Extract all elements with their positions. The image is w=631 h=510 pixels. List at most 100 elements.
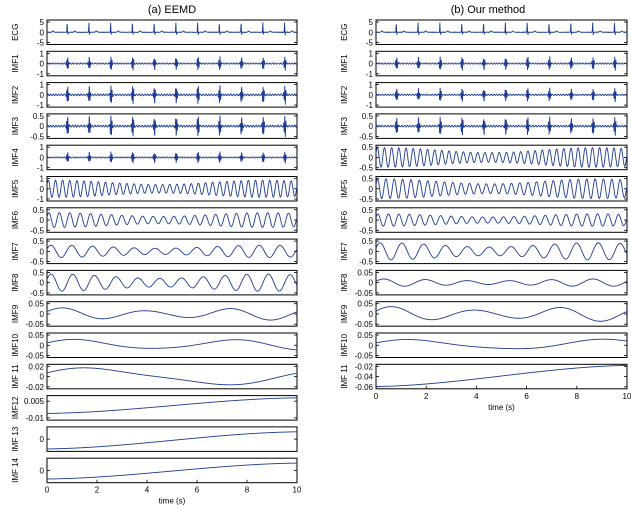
y-tick-label: 0 xyxy=(369,153,374,162)
y-tick-label: 0.05 xyxy=(28,300,44,309)
y-axis-label: IMF2 xyxy=(11,85,20,104)
series-line xyxy=(46,273,298,292)
y-tick-label: -0.02 xyxy=(26,383,45,392)
series-line xyxy=(375,213,628,227)
subplot-ecg: 50 -5 ECG xyxy=(11,18,298,48)
subplot-imf10: 0.050 -0.05 IMF10 xyxy=(340,331,628,361)
subplot-imf-14: 0 IMF 14 xyxy=(11,457,298,484)
x-axis: 0 2 4 6 8 10 time (s) xyxy=(374,385,631,412)
y-tick-label: -0.5 xyxy=(359,132,373,141)
x-tick-label: 10 xyxy=(623,392,631,401)
x-axis: 0 2 4 6 8 10 time (s) xyxy=(45,479,302,506)
y-tick-label: 0 xyxy=(369,60,374,69)
y-tick-label: 0.5 xyxy=(33,237,45,246)
y-axis-label: IMF5 xyxy=(340,179,349,198)
y-tick-label: 1 xyxy=(369,81,374,90)
subplot-imf5: 10-1 IMF5 xyxy=(11,175,298,204)
y-tick-label: 0 xyxy=(369,247,374,256)
y-axis-label: IMF2 xyxy=(340,85,349,104)
subplot-frame xyxy=(375,301,628,327)
y-axis-label: IMF4 xyxy=(11,148,20,167)
y-tick-label: -0.5 xyxy=(30,132,44,141)
x-tick-label: 4 xyxy=(474,392,479,401)
series-line xyxy=(47,462,297,480)
x-tick-label: 4 xyxy=(145,486,150,495)
x-tick-label: 6 xyxy=(195,486,200,495)
subplot-frame xyxy=(46,269,298,296)
y-axis-label: IMF1 xyxy=(340,54,349,73)
x-axis-label: time (s) xyxy=(488,403,515,412)
y-axis-label: IMF7 xyxy=(340,242,349,261)
subplot-frame xyxy=(375,176,628,202)
y-tick-label: -0.5 xyxy=(359,226,373,235)
subplot-frame xyxy=(46,332,298,358)
subplot-imf3: 0.50-0.5 IMF3 xyxy=(11,112,298,141)
y-tick-label: 0.05 xyxy=(28,331,44,340)
y-tick-label: 0.5 xyxy=(362,206,374,215)
plot-column-1: 50-5ECG10-1IMF110-1IMF20.50-0.5IMF30.50-… xyxy=(340,18,631,412)
y-tick-label: 0.05 xyxy=(357,300,373,309)
subplot-imf9: 0.050-0.05 IMF9 xyxy=(11,300,298,329)
series-line xyxy=(46,179,298,198)
subplot-imf1: 1 0-1 IMF1 xyxy=(11,49,298,79)
y-tick-label: 0 xyxy=(369,28,374,37)
y-tick-label: -0.05 xyxy=(355,352,374,361)
y-tick-label: 0 xyxy=(40,466,45,475)
y-tick-label: -5 xyxy=(366,39,374,48)
y-tick-label: 1 xyxy=(369,49,374,58)
x-tick-label: 2 xyxy=(95,486,100,495)
y-tick-label: 0 xyxy=(40,28,45,37)
subplot-ecg: 50 -5 ECG xyxy=(340,18,628,48)
y-tick-label: -0.5 xyxy=(30,258,44,267)
series-line xyxy=(46,151,298,164)
x-tick-label: 8 xyxy=(245,486,250,495)
y-tick-label: 0.5 xyxy=(362,237,374,246)
series-line xyxy=(46,244,298,258)
series-line xyxy=(46,367,298,386)
y-tick-label: -1 xyxy=(37,70,45,79)
y-tick-label: 0.5 xyxy=(33,206,45,215)
y-tick-label: -0.04 xyxy=(355,373,374,382)
y-tick-label: -0.5 xyxy=(359,164,373,173)
y-tick-label: -0.06 xyxy=(355,383,374,392)
y-axis-label: IMF12 xyxy=(11,396,20,419)
x-tick-label: 0 xyxy=(45,486,50,495)
y-tick-label: 0 xyxy=(40,91,45,100)
y-tick-label: -0.05 xyxy=(26,352,45,361)
y-tick-label: -1 xyxy=(37,195,45,204)
series-line xyxy=(46,85,298,105)
series-line xyxy=(46,212,298,228)
y-tick-label: 0 xyxy=(40,435,45,444)
y-axis-label: IMF4 xyxy=(340,148,349,167)
y-tick-label: 1 xyxy=(40,81,45,90)
y-axis-label: IMF3 xyxy=(11,116,20,135)
series-line xyxy=(46,307,298,321)
x-tick-label: 0 xyxy=(374,392,379,401)
series-line xyxy=(376,364,628,388)
y-tick-label: -0.02 xyxy=(355,362,374,371)
y-axis-label: IMF10 xyxy=(11,333,20,356)
y-tick-label: 0.5 xyxy=(33,112,45,121)
y-axis-label: IMF1 xyxy=(11,54,20,73)
subplot-imf1: 1 0-1 IMF1 xyxy=(340,49,628,79)
y-tick-label: -0.05 xyxy=(355,289,374,298)
subplot-imf7: 0.50 -0.5 IMF7 xyxy=(11,237,298,267)
y-tick-label: 0.05 xyxy=(357,331,373,340)
y-tick-label: 1 xyxy=(40,175,45,184)
y-axis-label: IMF5 xyxy=(11,179,20,198)
y-tick-label: 0 xyxy=(40,310,45,319)
y-tick-label: 0.5 xyxy=(362,112,374,121)
series-line xyxy=(375,338,628,350)
subplot-imf4: 10 -1 IMF4 xyxy=(11,143,298,173)
y-tick-label: 0.5 xyxy=(33,268,45,277)
y-tick-label: 0.5 xyxy=(362,143,374,152)
y-tick-label: 0 xyxy=(40,185,45,194)
subplot-frame xyxy=(375,332,628,358)
series-line xyxy=(375,22,628,36)
x-tick-label: 2 xyxy=(424,392,429,401)
series-line xyxy=(375,278,628,287)
subplot-imf8: 0.05 0-0.05 IMF8 xyxy=(340,268,628,298)
y-axis-label: ECG xyxy=(11,24,20,41)
chart-title-left: (a) EEMD xyxy=(148,4,196,16)
